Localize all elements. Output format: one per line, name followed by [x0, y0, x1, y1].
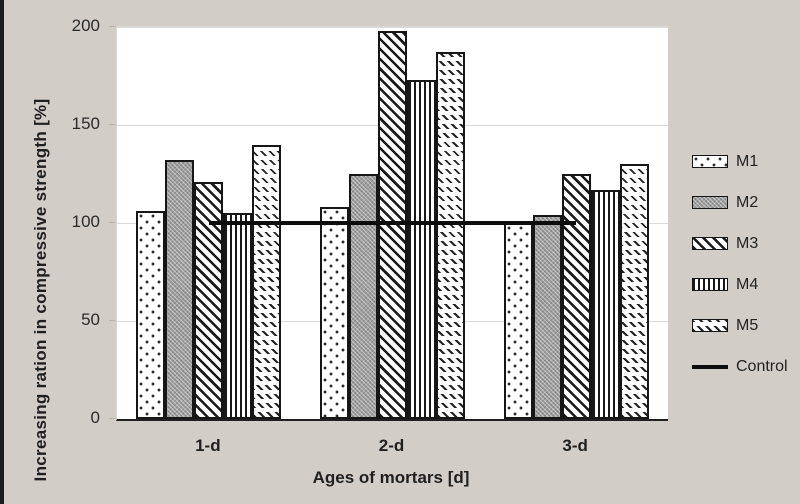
legend-swatch-m2	[692, 196, 728, 209]
bar-m4-3-d	[590, 189, 620, 419]
legend-label-m4: M4	[736, 275, 759, 293]
page-edge-strip	[0, 0, 4, 504]
bar-m5-2-d	[436, 52, 465, 419]
bar-m1-3-d	[503, 223, 533, 419]
bar-m5-1-d	[252, 144, 282, 419]
y-tick-label-150: 150	[71, 114, 100, 133]
x-category-label-3-d: 3-d	[562, 436, 588, 455]
legend-label-m3: M3	[736, 234, 759, 252]
legend-swatch-m3	[692, 237, 728, 250]
bar-m5-3-d	[619, 164, 649, 419]
plot-area	[116, 26, 668, 421]
y-tick-label-50: 50	[81, 310, 100, 329]
legend-label-m5: M5	[736, 316, 759, 334]
legend-label-m1: M1	[736, 152, 759, 170]
legend-swatch-m5	[692, 319, 728, 332]
x-category-label-2-d: 2-d	[378, 436, 405, 455]
legend-item-m2: M2	[692, 182, 800, 223]
bar-m2-1-d	[165, 160, 195, 419]
legend-swatch-m4	[692, 278, 728, 291]
control-line	[208, 221, 577, 225]
y-tick-label-0: 0	[90, 408, 100, 427]
bar-m4-1-d	[223, 213, 253, 419]
gridline-200	[117, 27, 668, 28]
x-category-label-1-d: 1-d	[195, 436, 221, 455]
legend-label-control: Control	[736, 357, 788, 375]
y-tick-label-200: 200	[71, 16, 100, 35]
legend-item-m5: M5	[692, 305, 800, 346]
legend-item-control: Control	[692, 346, 800, 387]
bar-m3-1-d	[194, 181, 224, 419]
bar-m2-2-d	[349, 174, 378, 419]
y-tick-mark-150	[109, 124, 116, 125]
bar-m4-2-d	[407, 79, 436, 419]
bar-m1-1-d	[136, 211, 166, 419]
legend-label-m2: M2	[736, 193, 759, 211]
x-axis-title: Ages of mortars [d]	[312, 468, 470, 487]
bar-m2-3-d	[532, 215, 562, 419]
y-tick-mark-50	[109, 320, 116, 321]
legend-swatch-m1	[692, 155, 728, 168]
legend: M1 M2 M3 M4 M5 Control	[692, 141, 800, 387]
y-tick-mark-100	[109, 222, 116, 223]
bar-m3-3-d	[561, 174, 591, 419]
legend-line-swatch	[692, 364, 728, 369]
bar-m1-2-d	[320, 207, 349, 419]
legend-item-m4: M4	[692, 264, 800, 305]
y-tick-mark-0	[109, 418, 116, 419]
legend-item-m1: M1	[692, 141, 800, 182]
y-tick-label-100: 100	[71, 212, 100, 231]
legend-item-m3: M3	[692, 223, 800, 264]
y-tick-mark-200	[109, 26, 116, 27]
